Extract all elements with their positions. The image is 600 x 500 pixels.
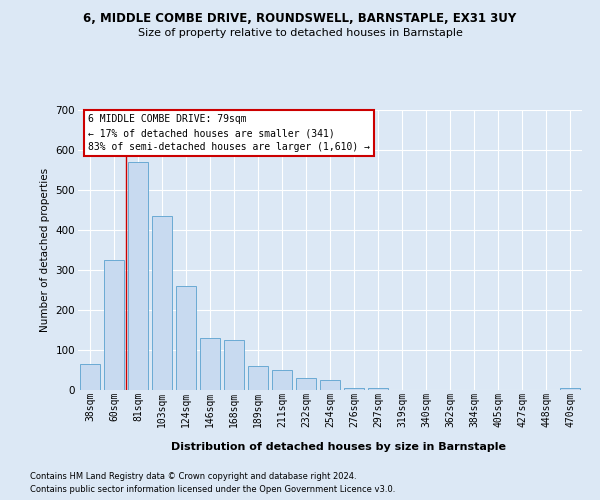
Text: Contains HM Land Registry data © Crown copyright and database right 2024.: Contains HM Land Registry data © Crown c…	[30, 472, 356, 481]
Text: 6, MIDDLE COMBE DRIVE, ROUNDSWELL, BARNSTAPLE, EX31 3UY: 6, MIDDLE COMBE DRIVE, ROUNDSWELL, BARNS…	[83, 12, 517, 26]
Bar	[224, 340, 244, 390]
Bar	[200, 338, 220, 390]
Bar	[560, 388, 580, 390]
Bar	[128, 162, 148, 390]
Bar	[104, 260, 124, 390]
Bar	[320, 380, 340, 390]
Text: Distribution of detached houses by size in Barnstaple: Distribution of detached houses by size …	[172, 442, 506, 452]
Bar	[296, 378, 316, 390]
Bar	[176, 286, 196, 390]
Bar	[344, 388, 364, 390]
Text: Contains public sector information licensed under the Open Government Licence v3: Contains public sector information licen…	[30, 485, 395, 494]
Y-axis label: Number of detached properties: Number of detached properties	[40, 168, 50, 332]
Text: Size of property relative to detached houses in Barnstaple: Size of property relative to detached ho…	[137, 28, 463, 38]
Bar	[272, 370, 292, 390]
Bar	[368, 388, 388, 390]
Text: 6 MIDDLE COMBE DRIVE: 79sqm
← 17% of detached houses are smaller (341)
83% of se: 6 MIDDLE COMBE DRIVE: 79sqm ← 17% of det…	[88, 114, 370, 152]
Bar	[80, 364, 100, 390]
Bar	[152, 216, 172, 390]
Bar	[248, 366, 268, 390]
